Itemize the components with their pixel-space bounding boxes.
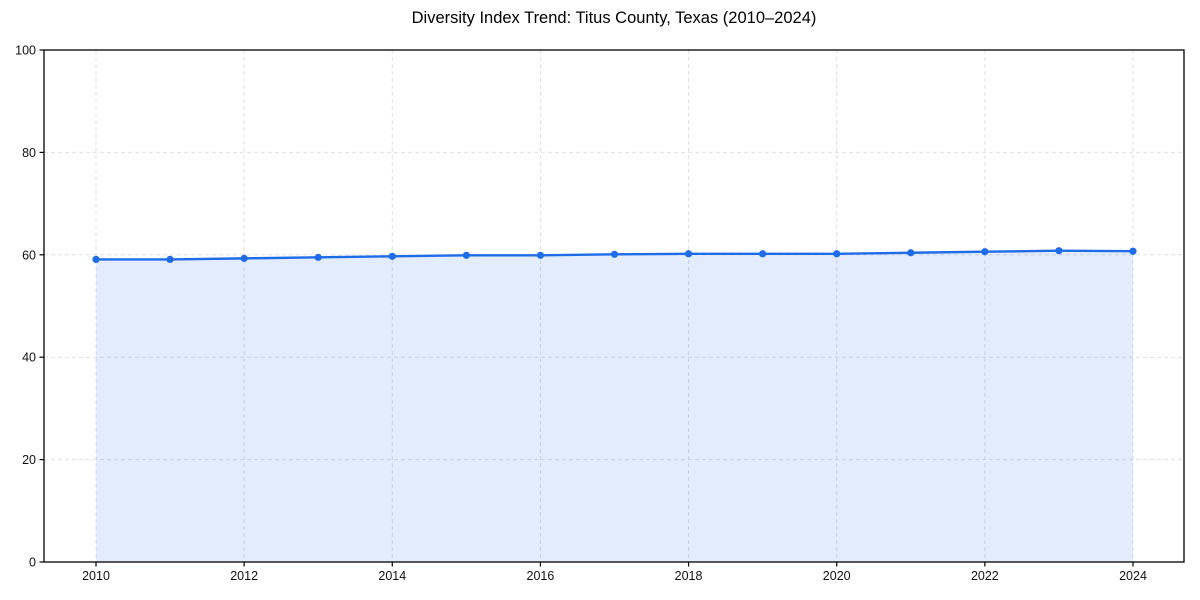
data-point-marker	[166, 255, 174, 264]
data-point-marker	[388, 252, 396, 260]
y-axis-tick-label: 60	[22, 248, 36, 262]
y-axis-tick-label: 80	[22, 146, 36, 160]
x-axis-tick-label: 2024	[1119, 569, 1147, 583]
data-point-marker	[1129, 247, 1137, 255]
data-point-marker	[1055, 247, 1063, 255]
data-point-marker	[981, 248, 989, 256]
y-axis-tick-label: 40	[22, 351, 36, 365]
x-axis-tick-label: 2020	[823, 569, 851, 583]
data-point-marker	[240, 254, 248, 262]
data-point-marker	[684, 250, 693, 258]
x-axis-tick-label: 2022	[971, 569, 999, 583]
y-axis-tick-label: 0	[29, 556, 36, 570]
area-fill	[96, 250, 1133, 563]
data-point-marker	[92, 255, 100, 264]
plot-border	[43, 49, 1185, 563]
data-point-marker	[536, 251, 545, 259]
data-point-marker	[314, 253, 322, 261]
x-axis-tick-label: 2014	[378, 569, 406, 583]
data-point-marker	[907, 249, 915, 257]
x-axis-tick-label: 2018	[675, 569, 703, 583]
data-point-marker	[462, 251, 470, 259]
data-point-marker	[610, 250, 619, 258]
chart-title: Diversity Index Trend: Titus County, Tex…	[411, 9, 817, 27]
data-point-marker	[833, 250, 841, 258]
y-axis-tick-label: 100	[15, 44, 36, 58]
data-point-marker	[759, 250, 767, 258]
x-axis-tick-label: 2016	[527, 569, 555, 583]
x-axis-tick-label: 2010	[82, 569, 110, 583]
y-axis-tick-label: 20	[22, 453, 36, 467]
x-axis-tick-label: 2012	[230, 569, 258, 583]
